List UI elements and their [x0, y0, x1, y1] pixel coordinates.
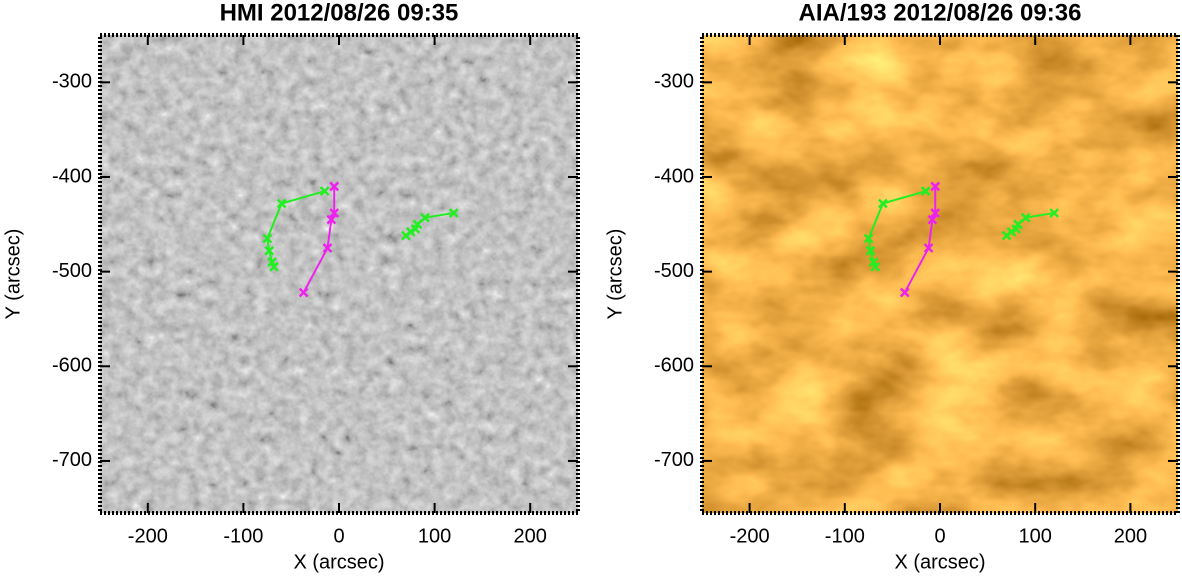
chart-title: AIA/193 2012/08/26 09:36 [799, 0, 1082, 26]
track-point [1013, 219, 1023, 230]
y-tick-label: -300 [654, 71, 694, 93]
y-tick-label: -300 [52, 71, 92, 93]
y-tick-label: -700 [654, 449, 694, 471]
x-tick-label: 200 [1114, 525, 1147, 547]
y-tick-label: -400 [654, 165, 694, 187]
track-point [420, 212, 430, 223]
x-tick-label: -100 [223, 525, 263, 547]
track-point [269, 262, 279, 272]
y-tick-label: -400 [52, 165, 92, 187]
track-point [329, 181, 340, 192]
track-point [877, 198, 888, 209]
track-point [448, 208, 459, 218]
track-point [329, 208, 340, 218]
track-point [319, 186, 330, 197]
chart-title: HMI 2012/08/26 09:35 [220, 0, 459, 26]
track-point [262, 233, 273, 244]
y-axis-label: Y (arcsec) [2, 229, 24, 320]
track-point [920, 186, 931, 197]
x-tick-label: 0 [934, 525, 945, 547]
x-tick-label: -200 [730, 525, 770, 547]
y-tick-label: -700 [52, 449, 92, 471]
track-point [264, 245, 275, 256]
x-tick-label: -100 [825, 525, 865, 547]
track-point [298, 287, 309, 298]
track-point [405, 226, 416, 237]
track-point [326, 214, 337, 225]
plot-frame [98, 33, 580, 515]
x-tick-label: 200 [514, 525, 547, 547]
track-point [1006, 226, 1017, 237]
x-axis-label: X (arcsec) [293, 551, 384, 573]
track-point [863, 233, 874, 244]
track-point [276, 198, 287, 209]
x-tick-label: 0 [333, 525, 344, 547]
x-tick-label: 100 [1019, 525, 1052, 547]
x-tick-label: -200 [128, 525, 168, 547]
y-tick-label: -500 [654, 260, 694, 282]
image [702, 35, 1178, 513]
track-point [927, 214, 938, 225]
x-axis-label: X (arcsec) [894, 551, 985, 573]
y-tick-label: -600 [52, 355, 92, 377]
track-point [899, 287, 910, 298]
y-axis-label: Y (arcsec) [604, 229, 626, 320]
track-point [930, 181, 941, 192]
track-point [1049, 208, 1060, 218]
track-point [412, 219, 423, 230]
track-point [870, 262, 881, 272]
track-point [930, 208, 941, 218]
track-point [923, 243, 934, 253]
track-point [865, 245, 876, 256]
track-point [1020, 212, 1031, 223]
y-tick-label: -600 [654, 355, 694, 377]
y-tick-label: -500 [52, 260, 92, 282]
x-tick-label: 100 [418, 525, 451, 547]
image [100, 35, 578, 513]
track-point [322, 243, 333, 253]
